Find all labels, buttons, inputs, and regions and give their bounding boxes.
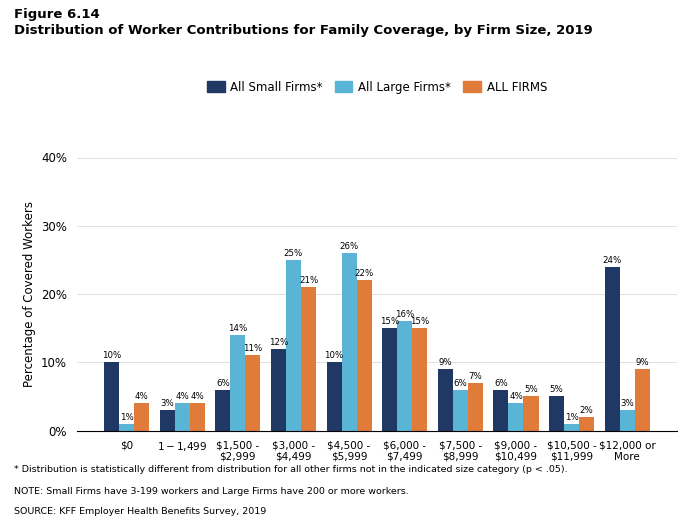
Bar bbox=[119, 424, 134, 430]
Bar bbox=[620, 410, 634, 430]
Bar bbox=[174, 403, 190, 430]
Bar bbox=[468, 383, 483, 430]
Text: NOTE: Small Firms have 3-199 workers and Large Firms have 200 or more workers.: NOTE: Small Firms have 3-199 workers and… bbox=[14, 487, 409, 496]
Bar bbox=[134, 403, 149, 430]
Bar bbox=[508, 403, 524, 430]
Text: 21%: 21% bbox=[299, 276, 318, 285]
Text: 1%: 1% bbox=[565, 413, 579, 422]
Text: Figure 6.14: Figure 6.14 bbox=[14, 8, 100, 21]
Bar bbox=[438, 369, 453, 430]
Text: 4%: 4% bbox=[135, 392, 149, 401]
Text: 16%: 16% bbox=[395, 310, 415, 319]
Text: 4%: 4% bbox=[191, 392, 204, 401]
Bar bbox=[327, 362, 341, 430]
Text: 12%: 12% bbox=[269, 338, 288, 346]
Text: 6%: 6% bbox=[454, 379, 467, 387]
Bar bbox=[549, 396, 564, 430]
Text: 6%: 6% bbox=[494, 379, 508, 387]
Bar bbox=[230, 335, 246, 430]
Text: 25%: 25% bbox=[284, 249, 303, 258]
Bar bbox=[286, 260, 301, 430]
Bar bbox=[104, 362, 119, 430]
Bar bbox=[579, 417, 594, 430]
Bar bbox=[190, 403, 205, 430]
Bar bbox=[604, 267, 620, 430]
Bar bbox=[634, 369, 650, 430]
Text: 26%: 26% bbox=[339, 242, 359, 251]
Text: 9%: 9% bbox=[635, 358, 649, 367]
Text: 11%: 11% bbox=[243, 344, 262, 353]
Bar bbox=[383, 328, 397, 430]
Bar bbox=[301, 287, 316, 430]
Bar bbox=[564, 424, 579, 430]
Text: 9%: 9% bbox=[438, 358, 452, 367]
Text: 15%: 15% bbox=[410, 317, 429, 326]
Bar bbox=[493, 390, 508, 430]
Text: SOURCE: KFF Employer Health Benefits Survey, 2019: SOURCE: KFF Employer Health Benefits Sur… bbox=[14, 507, 266, 516]
Text: Distribution of Worker Contributions for Family Coverage, by Firm Size, 2019: Distribution of Worker Contributions for… bbox=[14, 24, 593, 37]
Bar bbox=[341, 253, 357, 430]
Bar bbox=[397, 321, 413, 430]
Text: 3%: 3% bbox=[621, 399, 634, 408]
Bar bbox=[246, 355, 260, 430]
Bar bbox=[160, 410, 174, 430]
Text: 15%: 15% bbox=[380, 317, 399, 326]
Legend: All Small Firms*, All Large Firms*, ALL FIRMS: All Small Firms*, All Large Firms*, ALL … bbox=[202, 76, 551, 99]
Text: 10%: 10% bbox=[102, 351, 121, 360]
Text: 7%: 7% bbox=[468, 372, 482, 381]
Text: 14%: 14% bbox=[228, 324, 248, 333]
Bar bbox=[215, 390, 230, 430]
Text: 5%: 5% bbox=[524, 385, 538, 394]
Text: 4%: 4% bbox=[509, 392, 523, 401]
Text: * Distribution is statistically different from distribution for all other firms : * Distribution is statistically differen… bbox=[14, 465, 567, 474]
Bar bbox=[357, 280, 371, 430]
Text: 3%: 3% bbox=[161, 399, 174, 408]
Text: 2%: 2% bbox=[580, 406, 593, 415]
Bar bbox=[524, 396, 539, 430]
Bar bbox=[413, 328, 427, 430]
Text: 22%: 22% bbox=[355, 269, 373, 278]
Text: 6%: 6% bbox=[216, 379, 230, 387]
Text: 5%: 5% bbox=[550, 385, 563, 394]
Text: 24%: 24% bbox=[602, 256, 622, 265]
Text: 10%: 10% bbox=[325, 351, 343, 360]
Text: 4%: 4% bbox=[175, 392, 189, 401]
Bar bbox=[453, 390, 468, 430]
Y-axis label: Percentage of Covered Workers: Percentage of Covered Workers bbox=[22, 201, 36, 387]
Bar bbox=[271, 349, 286, 430]
Text: 1%: 1% bbox=[120, 413, 133, 422]
